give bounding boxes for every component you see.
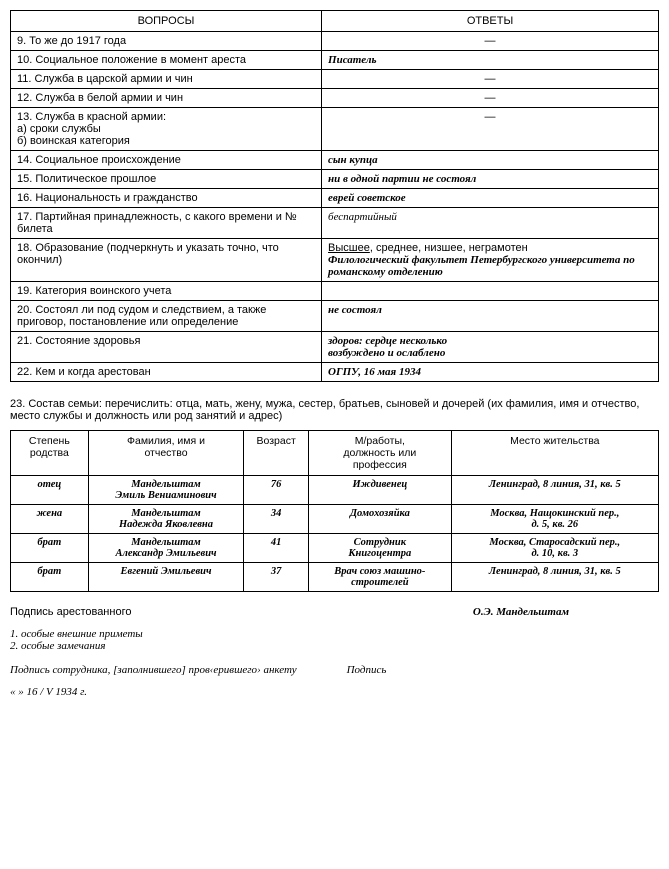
answer-cell: Писатель [322, 51, 659, 70]
answer-cell [322, 282, 659, 301]
question-cell: 12. Служба в белой армии и чин [11, 89, 322, 108]
qa-row: 9. То же до 1917 года— [11, 32, 659, 51]
qa-row: 14. Социальное происхождениесын купца [11, 151, 659, 170]
family-cell-name: МандельштамЭмиль Вениаминович [88, 476, 244, 505]
question-cell: 15. Политическое прошлое [11, 170, 322, 189]
family-cell-age: 37 [244, 563, 309, 592]
answer-cell: еврей советское [322, 189, 659, 208]
question-cell: 19. Категория воинского учета [11, 282, 322, 301]
answer-cell: не состоял [322, 301, 659, 332]
answer-cell: — [322, 108, 659, 151]
question-cell: 11. Служба в царской армии и чин [11, 70, 322, 89]
qa-row: 13. Служба в красной армии:а) сроки служ… [11, 108, 659, 151]
family-cell-name: Евгений Эмильевич [88, 563, 244, 592]
date-line: « » 16 / V 1934 г. [10, 686, 659, 698]
family-row: отецМандельштамЭмиль Вениаминович76Иждив… [11, 476, 659, 505]
qa-row: 17. Партийная принадлежность, с какого в… [11, 208, 659, 239]
family-cell-addr: Ленинград, 8 линия, 31, кв. 5 [451, 476, 658, 505]
family-header-cell: Степеньродства [11, 431, 89, 476]
qa-row: 18. Образование (подчеркнуть и указать т… [11, 239, 659, 282]
family-cell-rel: отец [11, 476, 89, 505]
signature-label: Подпись арестованного [10, 606, 131, 618]
answer-cell: сын купца [322, 151, 659, 170]
family-cell-name: МандельштамАлександр Эмильевич [88, 534, 244, 563]
family-row: братЕвгений Эмильевич37Врач союз машино-… [11, 563, 659, 592]
note-2: 2. особые замечания [10, 640, 659, 652]
family-header-cell: Место жительства [451, 431, 658, 476]
question-cell: 14. Социальное происхождение [11, 151, 322, 170]
family-cell-addr: Москва, Нащокинский пер.,д. 5, кв. 26 [451, 505, 658, 534]
family-cell-addr: Москва, Старосадский пер.,д. 10, кв. 3 [451, 534, 658, 563]
family-cell-name: МандельштамНадежда Яковлевна [88, 505, 244, 534]
question-cell: 9. То же до 1917 года [11, 32, 322, 51]
footer: Подпись арестованного О.Э. Мандельштам 1… [10, 606, 659, 698]
signature-right: Подпись [347, 664, 387, 676]
answer-cell: ОГПУ, 16 мая 1934 [322, 363, 659, 382]
section-23: 23. Состав семьи: перечислить: отца, мат… [10, 398, 659, 592]
qa-row: 15. Политическое прошлоени в одной парти… [11, 170, 659, 189]
family-cell-rel: брат [11, 534, 89, 563]
answer-cell: — [322, 32, 659, 51]
answer-cell: Высшее, среднее, низшее, неграмотенФилол… [322, 239, 659, 282]
qa-table: ВОПРОСЫ ОТВЕТЫ 9. То же до 1917 года—10.… [10, 10, 659, 382]
answer-cell: — [322, 89, 659, 108]
family-cell-job: Иждивенец [309, 476, 452, 505]
question-cell: 22. Кем и когда арестован [11, 363, 322, 382]
qa-row: 11. Служба в царской армии и чин— [11, 70, 659, 89]
family-cell-age: 34 [244, 505, 309, 534]
section-23-text: 23. Состав семьи: перечислить: отца, мат… [10, 398, 659, 422]
officer-signature-label: Подпись сотрудника, [заполнившего] пров‹… [10, 664, 297, 676]
family-header-cell: Возраст [244, 431, 309, 476]
header-questions: ВОПРОСЫ [11, 11, 322, 32]
header-answers: ОТВЕТЫ [322, 11, 659, 32]
question-cell: 10. Социальное положение в момент ареста [11, 51, 322, 70]
family-table: СтепеньродстваФамилия, имя иотчествоВозр… [10, 430, 659, 592]
answer-cell: — [322, 70, 659, 89]
family-header-cell: Фамилия, имя иотчество [88, 431, 244, 476]
note-1: 1. особые внешние приметы [10, 628, 659, 640]
family-row: братМандельштамАлександр Эмильевич41Сотр… [11, 534, 659, 563]
family-cell-job: СотрудникКнигоцентра [309, 534, 452, 563]
qa-row: 20. Состоял ли под судом и следствием, а… [11, 301, 659, 332]
family-row: женаМандельштамНадежда Яковлевна34Домохо… [11, 505, 659, 534]
family-cell-rel: жена [11, 505, 89, 534]
family-cell-job: Домохозяйка [309, 505, 452, 534]
family-header-cell: М/работы,должность илипрофессия [309, 431, 452, 476]
qa-row: 22. Кем и когда арестованОГПУ, 16 мая 19… [11, 363, 659, 382]
qa-row: 10. Социальное положение в момент ареста… [11, 51, 659, 70]
family-cell-age: 76 [244, 476, 309, 505]
question-cell: 16. Национальность и гражданство [11, 189, 322, 208]
answer-cell: ни в одной партии не состоял [322, 170, 659, 189]
family-cell-job: Врач союз машино-строителей [309, 563, 452, 592]
answer-cell: беспартийный [322, 208, 659, 239]
answer-cell: здоров: сердце нескольковозбуждено и осл… [322, 332, 659, 363]
qa-row: 19. Категория воинского учета [11, 282, 659, 301]
family-cell-addr: Ленинград, 8 линия, 31, кв. 5 [451, 563, 658, 592]
family-cell-age: 41 [244, 534, 309, 563]
question-cell: 18. Образование (подчеркнуть и указать т… [11, 239, 322, 282]
question-cell: 20. Состоял ли под судом и следствием, а… [11, 301, 322, 332]
qa-row: 12. Служба в белой армии и чин— [11, 89, 659, 108]
qa-row: 16. Национальность и гражданствоеврей со… [11, 189, 659, 208]
question-cell: 17. Партийная принадлежность, с какого в… [11, 208, 322, 239]
question-cell: 21. Состояние здоровья [11, 332, 322, 363]
family-cell-rel: брат [11, 563, 89, 592]
qa-row: 21. Состояние здоровьяздоров: сердце нес… [11, 332, 659, 363]
signature-value: О.Э. Мандельштам [473, 606, 569, 618]
question-cell: 13. Служба в красной армии:а) сроки служ… [11, 108, 322, 151]
